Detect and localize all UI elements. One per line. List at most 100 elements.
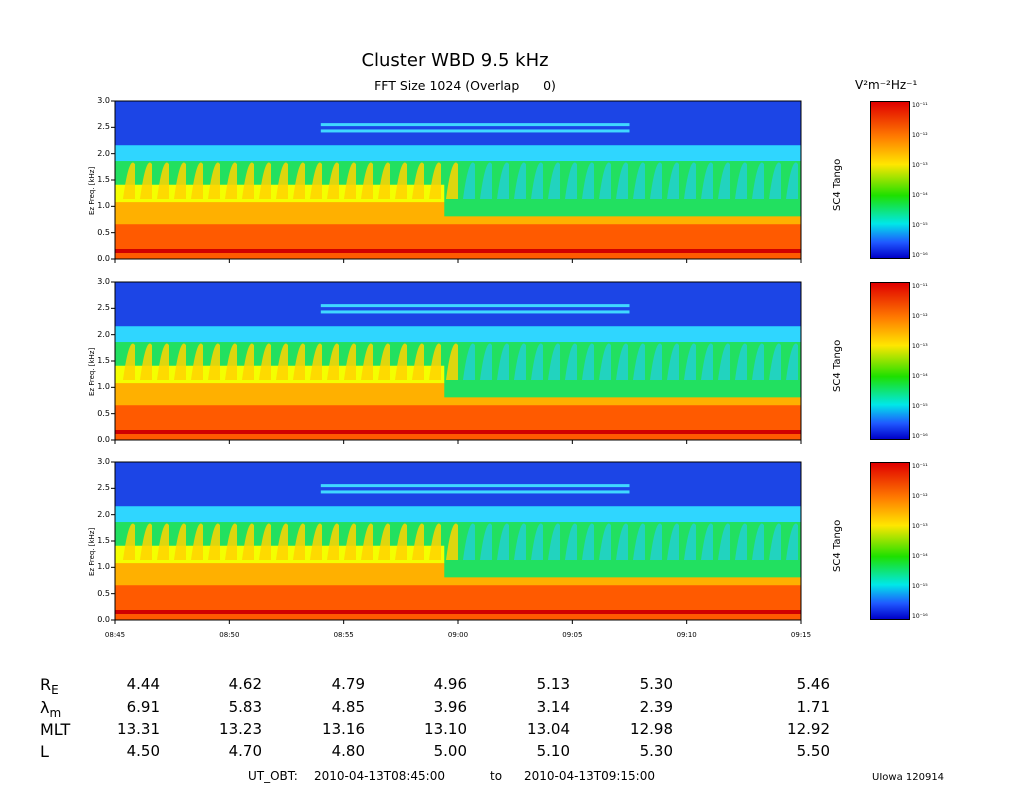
chorus-burst (565, 162, 577, 199)
chorus-burst (225, 523, 237, 560)
chorus-burst (548, 162, 560, 199)
ephemeris-value: 4.44 (126, 675, 160, 693)
chorus-burst (650, 523, 662, 560)
colorbar (870, 282, 910, 440)
chorus-burst (786, 162, 798, 199)
y-tick-label: 2.5 (97, 122, 110, 132)
chorus-burst (582, 523, 594, 560)
chorus-burst (276, 523, 288, 560)
chorus-burst (752, 162, 764, 199)
emission-band (320, 129, 630, 133)
ephemeris-value: 13.31 (117, 720, 160, 738)
colorbar-tick-label: 10⁻¹⁶ (912, 613, 928, 620)
colorbar-tick-label: 10⁻¹² (912, 132, 928, 139)
chorus-burst (157, 162, 169, 199)
chorus-burst (684, 523, 696, 560)
colorbar-tick-label: 10⁻¹² (912, 313, 928, 320)
chorus-burst (752, 343, 764, 380)
y-axis-label: Ez Freq. [kHz] (88, 166, 96, 215)
chorus-burst (514, 343, 526, 380)
chorus-burst (599, 162, 611, 199)
y-axis-label: Ez Freq. [kHz] (88, 347, 96, 396)
x-tick-label: 09:10 (676, 631, 697, 639)
chorus-burst (412, 523, 424, 560)
chorus-burst (446, 343, 458, 380)
chorus-burst (174, 343, 186, 380)
chorus-burst (208, 162, 220, 199)
panel-frame (111, 281, 802, 444)
chorus-burst (786, 343, 798, 380)
emission-band (320, 490, 630, 494)
ephemeris-value: 12.92 (787, 720, 830, 738)
ephemeris-row-label: L (40, 742, 49, 761)
chorus-burst (429, 343, 441, 380)
chorus-burst (548, 343, 560, 380)
chorus-burst (480, 162, 492, 199)
chorus-burst (310, 162, 322, 199)
chorus-burst (276, 162, 288, 199)
ephemeris-value: 4.96 (433, 675, 467, 693)
emission-band (320, 123, 630, 127)
chorus-burst (208, 523, 220, 560)
chorus-burst (463, 523, 475, 560)
colorbar-tick-label: 10⁻¹¹ (912, 283, 928, 290)
chorus-burst (735, 162, 747, 199)
chorus-burst (701, 343, 713, 380)
chorus-burst (140, 343, 152, 380)
colorbar-tick-label: 10⁻¹⁶ (912, 252, 928, 259)
ephemeris-value: 13.16 (322, 720, 365, 738)
chorus-burst (531, 162, 543, 199)
chorus-burst (259, 162, 271, 199)
chorus-burst (735, 523, 747, 560)
y-tick-label: 1.5 (97, 175, 110, 184)
chorus-burst (378, 343, 390, 380)
panel-frame (111, 100, 802, 263)
emission-band (115, 430, 801, 434)
chorus-burst (395, 162, 407, 199)
ephemeris-value: 4.70 (228, 742, 262, 760)
ephemeris-value: 5.46 (796, 675, 830, 693)
chorus-burst (582, 343, 594, 380)
chorus-burst (242, 162, 254, 199)
y-tick-label: 2.0 (97, 509, 110, 519)
chorus-burst (701, 523, 713, 560)
chorus-burst (378, 162, 390, 199)
chorus-burst (242, 523, 254, 560)
ephemeris-value: 6.91 (126, 698, 160, 716)
y-tick-label: 1.5 (97, 536, 110, 545)
colorbar-label: SC4 Tango (832, 158, 843, 211)
colorbar-tick-label: 10⁻¹⁵ (912, 583, 928, 590)
chorus-burst (157, 523, 169, 560)
ephemeris-row-label: λm (40, 698, 62, 721)
chorus-burst (718, 343, 730, 380)
chorus-burst (225, 343, 237, 380)
y-tick-label: 2.5 (97, 483, 110, 493)
chorus-burst (701, 162, 713, 199)
ephemeris-value: 5.50 (796, 742, 830, 760)
y-tick-label: 0.0 (97, 254, 110, 263)
ephemeris-row-label: MLT (40, 720, 71, 739)
chorus-burst (684, 162, 696, 199)
chorus-burst (293, 343, 305, 380)
chorus-burst (480, 523, 492, 560)
chorus-burst (174, 162, 186, 199)
chorus-burst (174, 523, 186, 560)
chorus-burst (395, 523, 407, 560)
ephemeris-row-label: RE (40, 675, 59, 698)
power-band (115, 585, 801, 620)
chorus-burst (293, 162, 305, 199)
x-tick-label: 09:05 (562, 631, 583, 639)
spectrogram-image (115, 123, 801, 259)
ephemeris-value: 13.04 (527, 720, 570, 738)
y-tick-label: 0.0 (97, 615, 110, 624)
chorus-burst (582, 162, 594, 199)
chorus-burst (769, 343, 781, 380)
footer-prefix: UT_OBT: (248, 769, 298, 783)
x-tick-label: 08:55 (333, 631, 354, 639)
y-tick-label: 3.0 (97, 457, 110, 466)
footer-to: to (490, 769, 503, 783)
colorbar-tick-label: 10⁻¹⁴ (912, 553, 928, 560)
chorus-burst (395, 343, 407, 380)
colorbar-label: SC4 Tango (832, 339, 843, 392)
colorbar-tick-label: 10⁻¹¹ (912, 102, 928, 109)
